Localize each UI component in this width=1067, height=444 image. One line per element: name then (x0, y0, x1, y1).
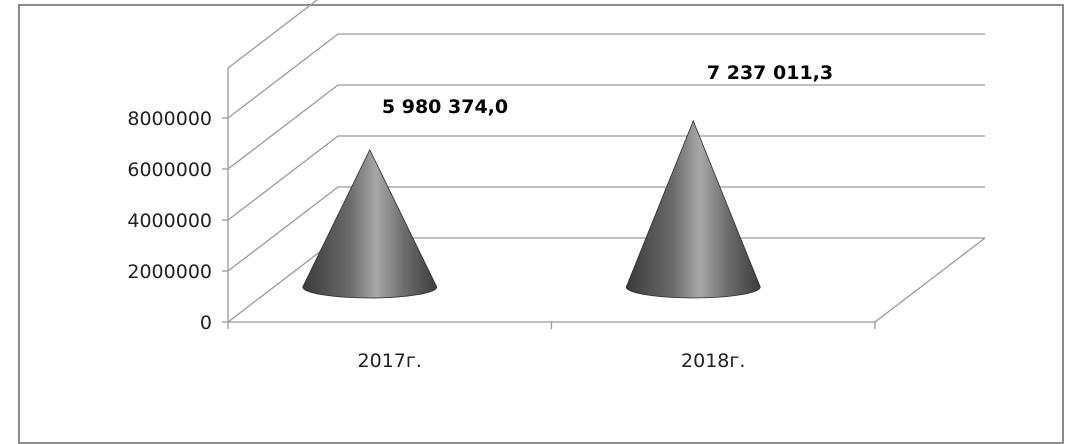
side-gridline (227, 135, 339, 221)
cone-bar (302, 148, 438, 299)
side-gridline (227, 186, 339, 272)
axes (222, 68, 986, 329)
x-axis-category-labels: 2017г. 2018г. (358, 350, 746, 372)
y-tick-label: 0 (200, 312, 212, 334)
side-gridline (227, 33, 339, 119)
category-label: 2017г. (358, 350, 422, 372)
y-tick-label: 8000000 (127, 108, 212, 130)
y-tick-label: 4000000 (127, 210, 212, 232)
side-gridline (227, 0, 319, 69)
data-label: 7 237 011,3 (707, 62, 833, 84)
chart-frame (18, 4, 1064, 444)
side-gridline (227, 84, 339, 170)
data-label: 5 980 374,0 (382, 96, 508, 118)
data-labels: 5 980 374,0 7 237 011,3 (382, 62, 833, 118)
y-tick-label: 6000000 (127, 159, 212, 181)
y-axis-tick-labels: 0 2000000 4000000 6000000 8000000 (127, 108, 212, 334)
category-label: 2018г. (681, 350, 745, 372)
y-tick-label: 2000000 (127, 261, 212, 283)
floor-edge (874, 237, 986, 323)
cone-bar (625, 119, 761, 299)
cone-series (302, 119, 761, 299)
